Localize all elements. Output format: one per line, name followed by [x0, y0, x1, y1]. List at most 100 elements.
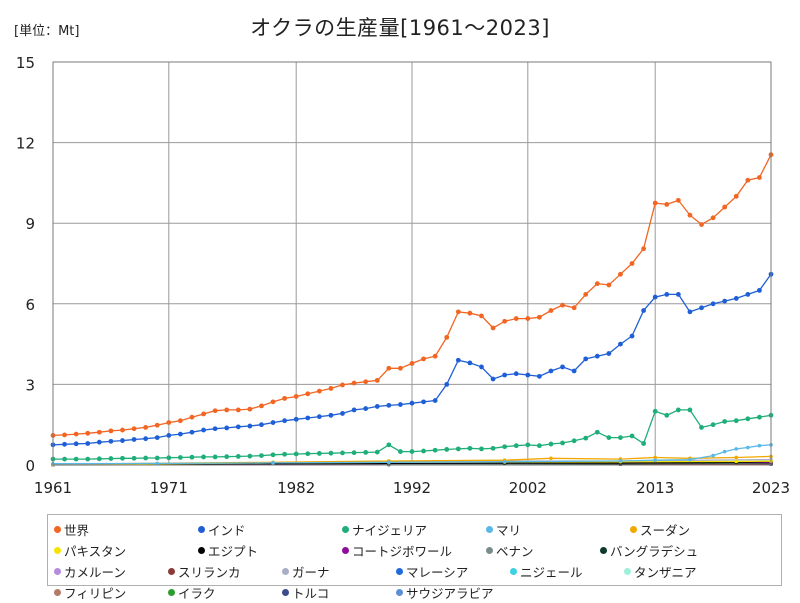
data-point: [757, 443, 762, 448]
legend-label: フィリピン: [64, 586, 127, 601]
series-2: [50, 407, 774, 462]
data-point: [525, 442, 531, 448]
data-point: [374, 404, 380, 409]
data-point: [618, 341, 623, 347]
data-point: [699, 305, 704, 311]
legend-label: ナイジェリア: [352, 523, 428, 538]
data-point: [177, 418, 183, 424]
data-point: [432, 353, 438, 359]
data-point: [189, 454, 195, 460]
x-tick-label: 2002: [509, 479, 547, 497]
data-point: [96, 439, 102, 445]
legend-marker: [510, 568, 517, 575]
data-point: [166, 433, 172, 438]
data-point: [548, 308, 554, 313]
data-point: [108, 456, 114, 461]
legend-item: マリ: [486, 519, 630, 540]
data-point: [467, 445, 473, 451]
data-point: [641, 246, 647, 252]
data-point: [409, 449, 415, 454]
data-point: [108, 438, 114, 444]
data-point: [513, 316, 519, 321]
legend-marker: [54, 547, 61, 554]
data-point: [363, 406, 369, 411]
data-point: [653, 455, 657, 460]
legend-label: カメルーン: [64, 565, 126, 580]
data-point: [525, 316, 531, 321]
legend-marker: [168, 568, 175, 575]
data-point: [455, 357, 461, 363]
data-point: [444, 334, 450, 340]
data-point: [432, 398, 438, 403]
data-point: [247, 453, 253, 459]
legend-item: スーダン: [630, 519, 774, 540]
data-point: [96, 456, 102, 462]
data-point: [154, 422, 160, 428]
data-point: [259, 453, 264, 458]
data-point: [757, 414, 762, 420]
data-point: [722, 298, 728, 304]
data-point: [560, 364, 565, 370]
data-point: [235, 424, 241, 430]
data-point: [154, 435, 160, 440]
data-point: [675, 407, 681, 413]
data-point: [502, 372, 508, 378]
data-point: [143, 455, 149, 461]
data-point: [688, 457, 692, 462]
legend-label: 世界: [64, 523, 90, 538]
data-point: [363, 449, 369, 455]
data-point: [224, 425, 230, 431]
data-point: [675, 197, 681, 203]
legend-item: フィリピン: [54, 582, 168, 603]
data-point: [386, 442, 392, 448]
data-point: [189, 429, 195, 435]
data-point: [583, 291, 589, 297]
data-point: [85, 430, 91, 436]
data-point: [687, 309, 693, 315]
data-point: [594, 429, 600, 435]
line-chart: 0 3 6 9 12 15 1961 1971 1982 1992 2002 2013 2023: [16, 54, 790, 497]
x-tick-label: 1992: [393, 479, 431, 497]
legend-label: エジプト: [208, 544, 259, 559]
legend-label: スーダン: [640, 523, 691, 538]
data-point: [155, 461, 160, 466]
legend-item: 世界: [54, 519, 198, 540]
y-tick-label: 9: [25, 215, 35, 233]
y-tick-label: 6: [25, 296, 35, 314]
data-point: [629, 433, 635, 439]
data-point: [386, 402, 392, 408]
data-point: [247, 423, 253, 429]
data-point: [108, 428, 114, 434]
legend-marker: [198, 526, 205, 533]
data-point: [235, 407, 241, 413]
legend-item: コートジボワール: [342, 540, 486, 561]
data-point: [247, 406, 253, 412]
data-point: [652, 200, 658, 206]
x-tick-label: 2023: [752, 479, 790, 497]
data-point: [201, 411, 206, 417]
data-point: [328, 450, 334, 456]
data-point: [62, 441, 67, 447]
data-point: [201, 427, 206, 433]
data-point: [282, 451, 288, 457]
data-point: [502, 459, 507, 464]
data-point: [467, 310, 473, 316]
data-point: [571, 438, 577, 444]
legend-label: タンザニア: [634, 565, 697, 580]
data-point: [699, 424, 704, 430]
data-point: [757, 287, 762, 293]
data-point: [62, 432, 67, 438]
data-point: [143, 424, 149, 430]
data-point: [398, 365, 403, 371]
legend-item: パキスタン: [54, 540, 198, 561]
data-point: [722, 419, 728, 424]
legend-item: マレーシア: [396, 561, 510, 582]
data-point: [757, 175, 762, 180]
data-point: [282, 418, 288, 424]
legend-label: ニジェール: [520, 565, 583, 580]
data-point: [618, 271, 623, 277]
data-point: [351, 407, 357, 413]
legend-marker: [486, 526, 493, 533]
data-point: [271, 461, 275, 465]
legend-marker: [342, 547, 349, 554]
